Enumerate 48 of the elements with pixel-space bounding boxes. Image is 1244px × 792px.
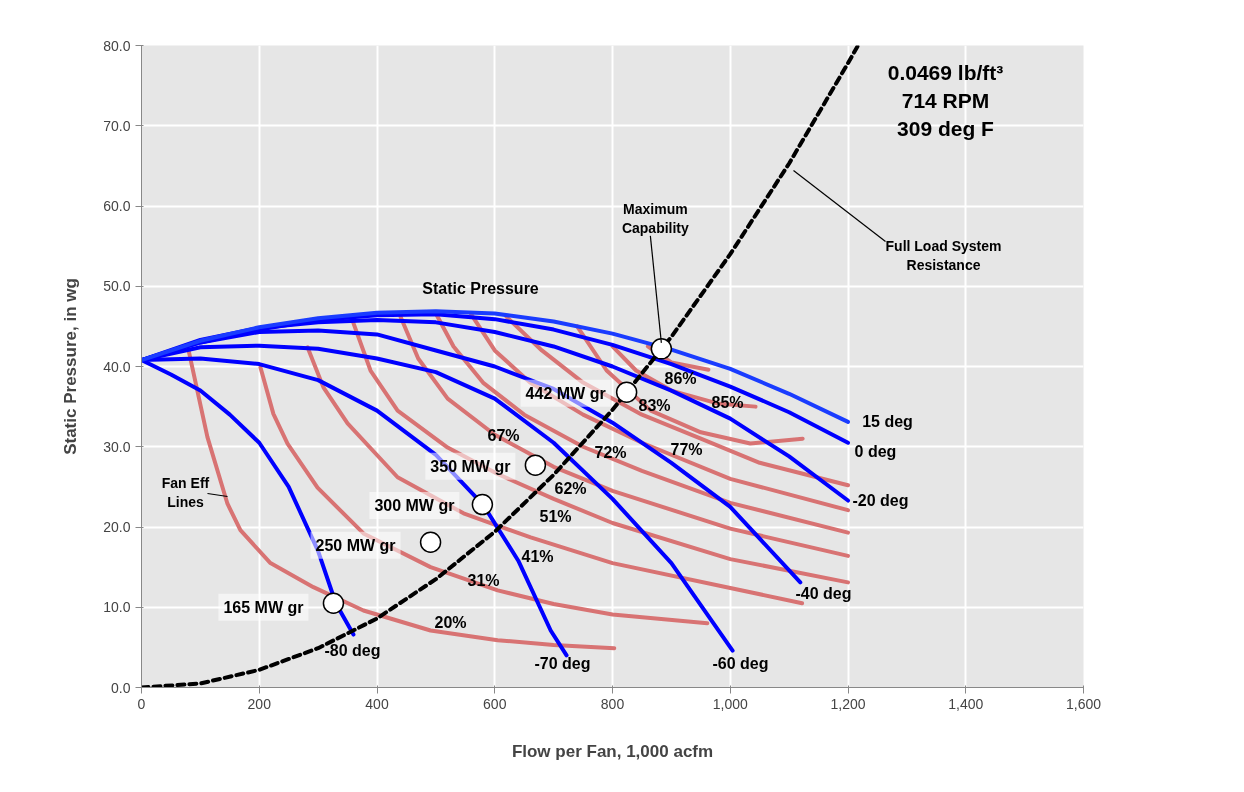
x-tick-label: 600: [483, 695, 507, 712]
x-tick-label: 1,400: [948, 695, 984, 712]
x-tick-label: 200: [247, 695, 272, 712]
annotation: 86%: [664, 370, 697, 387]
annotation: 77%: [670, 441, 703, 458]
annotation: 51%: [539, 508, 572, 525]
annotation: 250 MW gr: [315, 536, 396, 554]
annotation: 72%: [594, 444, 627, 461]
annotation: -40 deg: [795, 585, 852, 602]
annotation: 165 MW gr: [223, 598, 304, 616]
y-tick-label: 80.0: [103, 37, 131, 54]
x-tick-label: 0: [137, 695, 146, 712]
y-tick-label: 50.0: [103, 278, 131, 295]
y-tick-label: 40.0: [103, 358, 131, 375]
annotation: 85%: [711, 394, 744, 411]
y-tick-label: 10.0: [103, 599, 131, 616]
annotation: -70 deg: [534, 655, 591, 672]
annotation: 300 MW gr: [374, 497, 455, 515]
annotation: -60 deg: [712, 655, 769, 672]
y-tick-label: 60.0: [103, 198, 131, 214]
annotation: 20%: [434, 614, 467, 631]
y-tick-label: 0.0: [111, 679, 131, 696]
y-tick-label: 20.0: [103, 519, 131, 535]
annotation: -20 deg: [852, 492, 909, 509]
annotation: Fan Eff Lines: [161, 474, 210, 511]
annotation: 442 MW gr: [525, 384, 606, 402]
annotation: 0.0469 lb/ft³ 714 RPM 309 deg F: [887, 61, 1004, 140]
annotation: 67%: [487, 427, 520, 444]
x-tick-label: 1,600: [1065, 695, 1102, 712]
y-tick-label: 70.0: [103, 117, 131, 134]
x-axis-title: Flow per Fan, 1,000 acfm: [511, 741, 714, 761]
annotation: 15 deg: [862, 413, 913, 430]
annotation: 62%: [554, 480, 587, 497]
annotation: 350 MW gr: [430, 457, 511, 475]
y-tick-label: 30.0: [103, 438, 131, 455]
annotation: Full Load System Resistance: [885, 237, 1002, 274]
y-axis-title: Static Pressure, in wg: [61, 278, 81, 455]
annotation: 31%: [467, 572, 500, 589]
x-tick-label: 400: [365, 695, 389, 712]
annotation: 41%: [521, 548, 554, 565]
annotation: 0 deg: [854, 443, 897, 460]
annotation: Static Pressure: [422, 280, 539, 297]
annotation: 83%: [638, 397, 671, 414]
annotation: -80 deg: [324, 642, 381, 659]
x-tick-label: 1,200: [830, 695, 866, 712]
annotation: Maximum Capability: [621, 201, 690, 237]
x-tick-label: 1,000: [712, 695, 748, 712]
x-tick-label: 800: [600, 695, 625, 712]
